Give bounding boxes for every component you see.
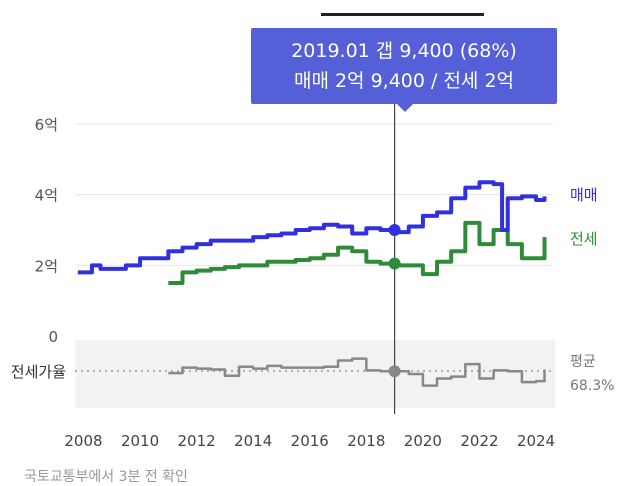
jeonse-ratio-line (168, 357, 546, 387)
x-tick-label: 2014 (234, 432, 272, 450)
ratio-marker (388, 365, 401, 378)
legend-average-label: 평균 (570, 354, 596, 370)
y-tick-label: 2억 (35, 257, 58, 275)
x-tick-label: 2012 (178, 432, 216, 450)
tooltip: 2019.01 갭 9,400 (68%) 매매 2억 9,400 / 전세 2… (251, 28, 557, 112)
update-note: 국토교통부에서 3분 전 확인 (24, 469, 188, 485)
x-tick-label: 2024 (517, 432, 555, 450)
x-tick-label: 2022 (460, 432, 498, 450)
tooltip-arrow (396, 103, 414, 112)
legend-average-value: 68.3% (570, 378, 614, 394)
y-tick-label: 6억 (35, 116, 58, 134)
legend-jeonse: 전세 (570, 230, 598, 248)
x-tick-label: 2010 (121, 432, 159, 450)
y-tick-label: 0 (48, 328, 58, 346)
y-tick-label: 4억 (35, 187, 58, 205)
ratio-panel (75, 340, 555, 408)
jeonse-line (168, 220, 547, 285)
x-tick-label: 2016 (291, 432, 329, 450)
tooltip-line-prices: 매매 2억 9,400 / 전세 2억 (293, 70, 515, 92)
sale-marker (388, 224, 401, 236)
ratio-axis-label: 전세가율 (11, 363, 66, 381)
x-tick-label: 2018 (347, 432, 385, 450)
tab-indicator (321, 13, 484, 16)
tooltip-line-gap: 2019.01 갭 9,400 (68%) (291, 40, 517, 62)
jeonse-marker (388, 257, 401, 270)
x-tick-label: 2020 (404, 432, 442, 450)
sale-line (77, 180, 547, 275)
legend-sale: 매매 (570, 186, 598, 204)
x-tick-label: 2008 (64, 432, 102, 450)
